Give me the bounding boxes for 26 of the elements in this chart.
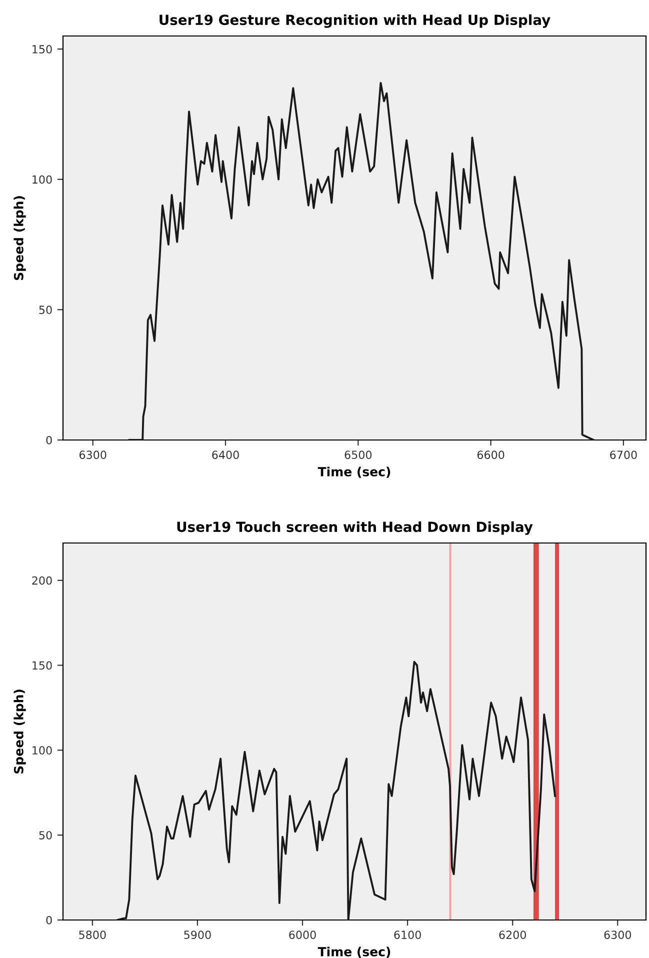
x-axis-title: Time (sec): [318, 466, 390, 478]
x-tick-label: 6700: [610, 450, 637, 460]
y-tick-label: 0: [46, 436, 52, 444]
y-tick-label: 200: [32, 576, 52, 585]
y-tick-label: 50: [39, 831, 52, 840]
y-tick-label: 50: [39, 306, 52, 314]
y-axis-title: Speed (kph): [14, 196, 26, 280]
x-tick-label: 6500: [344, 450, 372, 460]
y-tick-label: 0: [46, 916, 52, 924]
y-tick-label: 150: [32, 661, 52, 670]
x-tick-label: 6000: [289, 930, 316, 940]
y-tick-label: 100: [32, 746, 52, 755]
y-tick-label: 100: [32, 175, 52, 184]
x-tick-label: 5900: [184, 930, 211, 940]
x-tick-label: 6300: [604, 930, 632, 940]
x-axis-title: Time (sec): [318, 946, 390, 958]
y-axis-title: Speed (kph): [14, 690, 26, 774]
x-tick-label: 6400: [212, 450, 239, 460]
chart-title: User19 Touch screen with Head Down Display: [177, 521, 533, 535]
x-tick-label: 6300: [79, 450, 106, 460]
chart-title: User19 Gesture Recognition with Head Up Display: [160, 14, 550, 28]
y-tick-label: 150: [32, 45, 52, 54]
x-tick-label: 6600: [477, 450, 504, 460]
x-tick-label: 6200: [499, 930, 526, 940]
x-tick-label: 5800: [79, 930, 106, 940]
x-tick-label: 6100: [394, 930, 421, 940]
